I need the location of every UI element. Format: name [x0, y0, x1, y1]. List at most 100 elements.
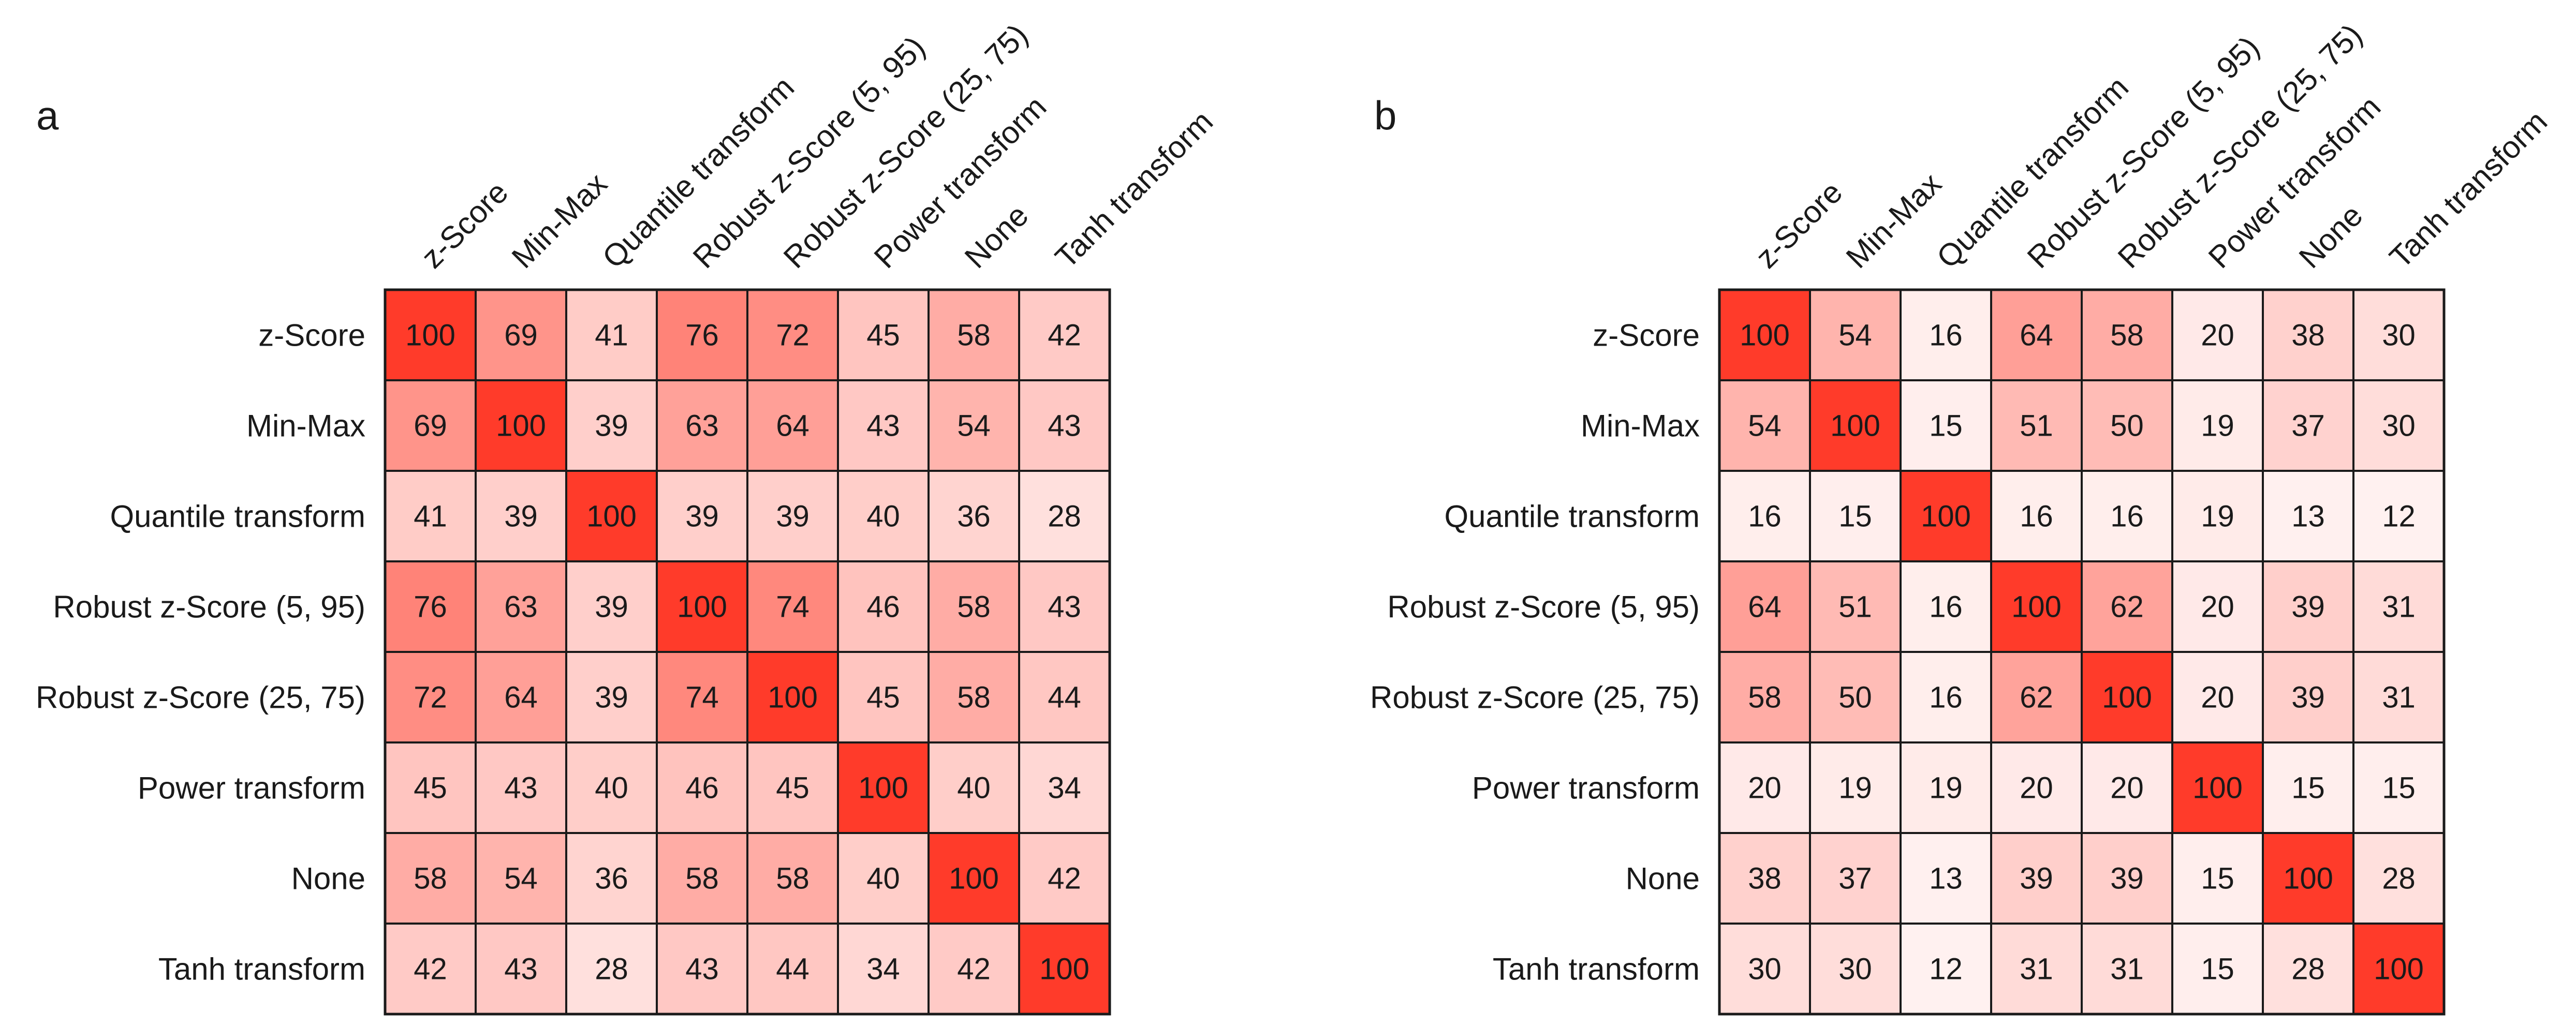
heatmap-cell — [565, 741, 658, 834]
heatmap-cell — [2081, 560, 2173, 653]
cell-value-label: 40 — [957, 771, 991, 805]
heatmap-cell — [656, 379, 748, 472]
cell-value-label: 100 — [2374, 953, 2424, 986]
heatmap-cell — [928, 560, 1020, 653]
cell-value-label: 20 — [2201, 590, 2234, 624]
heatmap-cell — [565, 470, 658, 562]
cell-value-label: 39 — [776, 500, 809, 533]
cell-value-label: 19 — [2201, 500, 2234, 533]
cell-value-label: 42 — [1048, 319, 1081, 352]
cell-value-label: 19 — [2201, 409, 2234, 443]
cell-value-label: 41 — [595, 319, 628, 352]
heatmap-cell — [1809, 923, 1902, 1015]
heatmap-cell — [746, 832, 839, 925]
cell-value-label: 100 — [496, 409, 546, 443]
heatmap-panel-a: a 100 69 41 76 72 45 58 42 69 100 39 63 64 43 54 43 41 39 1… — [36, 17, 1219, 1016]
cell-value-label: 19 — [1838, 771, 1872, 805]
cell-value-label: 38 — [1748, 862, 1782, 896]
heatmap-cell — [2262, 741, 2354, 834]
cell-value-label: 64 — [1748, 590, 1782, 624]
heatmap-cell — [837, 289, 930, 381]
heatmap-cell — [928, 651, 1020, 744]
cell-value-label: 51 — [2020, 409, 2053, 443]
cell-value-label: 45 — [866, 319, 900, 352]
heatmap-panel-b: b 100 54 16 64 58 20 38 30 54 100 15 51 50 19 37 30 16 15 1… — [1370, 17, 2554, 1016]
cell-value-label: 100 — [2283, 862, 2333, 896]
cell-value-label: 58 — [776, 862, 809, 896]
row-tick-label: Min-Max — [246, 409, 365, 443]
cell-value-label: 43 — [504, 953, 538, 986]
cell-value-label: 39 — [2110, 862, 2144, 896]
cell-value-label: 51 — [1838, 590, 1872, 624]
row-tick-label: Tanh transform — [1493, 952, 1700, 987]
cell-value-label: 30 — [1748, 953, 1782, 986]
column-tick-label: z-Score — [415, 175, 515, 275]
cell-value-label: 15 — [2201, 953, 2234, 986]
cell-value-label: 16 — [1929, 319, 1963, 352]
heatmap-cell — [565, 832, 658, 925]
cell-value-label: 39 — [685, 500, 719, 533]
heatmap-cell — [656, 651, 748, 744]
heatmap-cell — [1990, 560, 2083, 653]
cell-value-label: 58 — [685, 862, 719, 896]
cell-value-label: 16 — [1748, 500, 1782, 533]
heatmap-cell — [2352, 923, 2445, 1015]
row-tick-label: Power transform — [138, 771, 365, 806]
cell-value-label: 76 — [685, 319, 719, 352]
row-tick-label: Robust z-Score (25, 75) — [36, 680, 365, 715]
cell-value-label: 54 — [1748, 409, 1782, 443]
row-tick-label: Power transform — [1472, 771, 1700, 806]
row-tick-label: Min-Max — [1581, 409, 1700, 443]
heatmap-cell — [928, 832, 1020, 925]
heatmap-cell — [565, 923, 658, 1015]
cell-value-label: 42 — [957, 953, 991, 986]
cell-value-label: 44 — [1048, 681, 1081, 715]
heatmap-cell — [565, 560, 658, 653]
heatmap-cell — [2262, 289, 2354, 381]
heatmap-cell — [837, 470, 930, 562]
cell-value-label: 58 — [2110, 319, 2144, 352]
cell-value-label: 15 — [1929, 409, 1963, 443]
cell-value-label: 20 — [2201, 319, 2234, 352]
cell-value-label: 45 — [866, 681, 900, 715]
heatmap-cell — [1018, 289, 1111, 381]
heatmap-cell — [1809, 741, 1902, 834]
heatmap-cell — [2262, 560, 2354, 653]
cell-value-label: 15 — [2201, 862, 2234, 896]
row-tick-label: None — [1626, 861, 1700, 896]
heatmap-cell — [475, 470, 567, 562]
cell-value-label: 69 — [504, 319, 538, 352]
cell-value-label: 100 — [2102, 681, 2152, 715]
cell-value-label: 20 — [2110, 771, 2144, 805]
cell-value-label: 45 — [776, 771, 809, 805]
cell-value-label: 100 — [858, 771, 908, 805]
cell-value-label: 31 — [2020, 953, 2053, 986]
heatmap-cell — [2081, 741, 2173, 834]
column-tick-label: Tanh transform — [1049, 104, 1219, 275]
heatmap-cell — [2081, 923, 2173, 1015]
cell-value-label: 16 — [2110, 500, 2144, 533]
cell-value-label: 37 — [1838, 862, 1872, 896]
cell-value-label: 58 — [957, 590, 991, 624]
column-tick-label: None — [2292, 198, 2369, 275]
cell-value-label: 58 — [957, 319, 991, 352]
cell-value-label: 58 — [414, 862, 447, 896]
cell-value-label: 39 — [504, 500, 538, 533]
cell-value-label: 100 — [1830, 409, 1880, 443]
cell-value-label: 39 — [2291, 590, 2325, 624]
heatmap-cell — [746, 923, 839, 1015]
cell-value-label: 100 — [1039, 953, 1090, 986]
column-tick-label: Power transform — [867, 90, 1053, 275]
heatmap-cell — [1018, 741, 1111, 834]
heatmap-cell — [1718, 289, 1811, 381]
cell-value-label: 16 — [1929, 681, 1963, 715]
cell-value-label: 39 — [2020, 862, 2053, 896]
cell-value-label: 40 — [866, 862, 900, 896]
heatmap-cell — [1018, 923, 1111, 1015]
cell-value-label: 58 — [957, 681, 991, 715]
heatmap-cell — [2171, 923, 2264, 1015]
row-tick-label: Tanh transform — [158, 952, 365, 987]
cell-value-label: 72 — [414, 681, 447, 715]
cell-value-label: 28 — [2291, 953, 2325, 986]
cell-value-label: 36 — [595, 862, 628, 896]
